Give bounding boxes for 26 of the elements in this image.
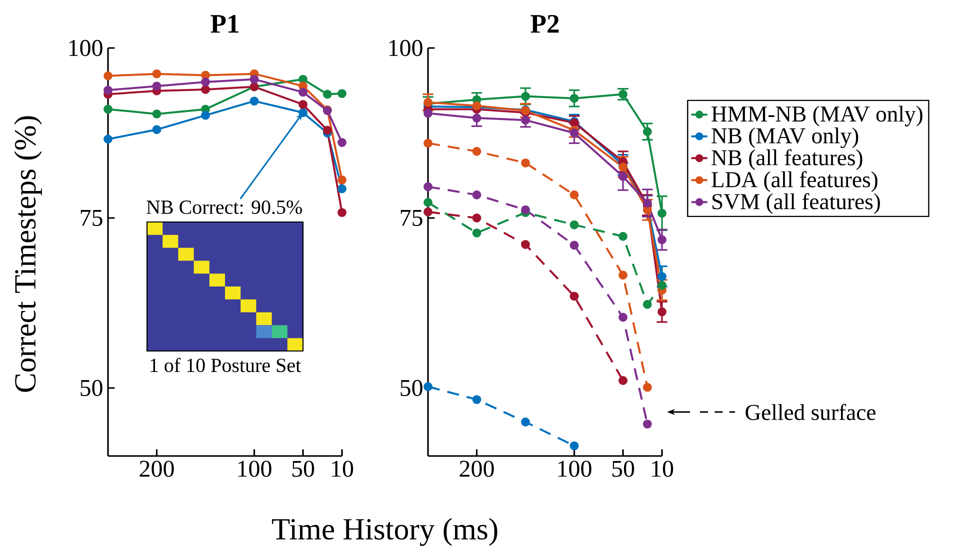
annotation: NB Correct: 90.5% bbox=[146, 200, 302, 214]
x-tick-label: 50 bbox=[612, 460, 634, 477]
y-tick-label: 100 bbox=[389, 40, 422, 56]
y-tick-label: 100 bbox=[69, 40, 102, 56]
chart-title: P2 bbox=[530, 14, 559, 33]
legend-label: HMM-NB (MAV only) bbox=[712, 106, 922, 126]
legend-label: NB (MAV only) bbox=[712, 127, 858, 148]
y-tick-label: 50 bbox=[80, 380, 102, 396]
chart-title: P1 bbox=[210, 15, 238, 33]
x-tick-label: 10 bbox=[332, 460, 354, 477]
x-tick-label: 50 bbox=[292, 460, 314, 477]
annotation: 1 of 10 Posture Set bbox=[150, 358, 301, 372]
y-tick-label: 75 bbox=[400, 210, 422, 226]
legend-label: LDA (all features) bbox=[712, 171, 878, 192]
y-tick-label: 50 bbox=[400, 380, 422, 396]
x-tick-label: 200 bbox=[460, 460, 494, 477]
y-tick-label: 75 bbox=[80, 210, 102, 226]
legend-label: NB (all features) bbox=[712, 149, 862, 170]
text: Gelled surface bbox=[746, 404, 876, 420]
x-tick-label: 10 bbox=[652, 460, 674, 477]
x-tick-label: 200 bbox=[140, 460, 174, 477]
x-tick-label: 100 bbox=[238, 460, 272, 477]
y-axis-title: Correct Timesteps (%) bbox=[14, 116, 42, 392]
legend-label: SVM (all features) bbox=[712, 193, 880, 214]
x-axis-title: Time History (ms) bbox=[272, 518, 498, 546]
x-tick-label: 100 bbox=[558, 460, 592, 477]
